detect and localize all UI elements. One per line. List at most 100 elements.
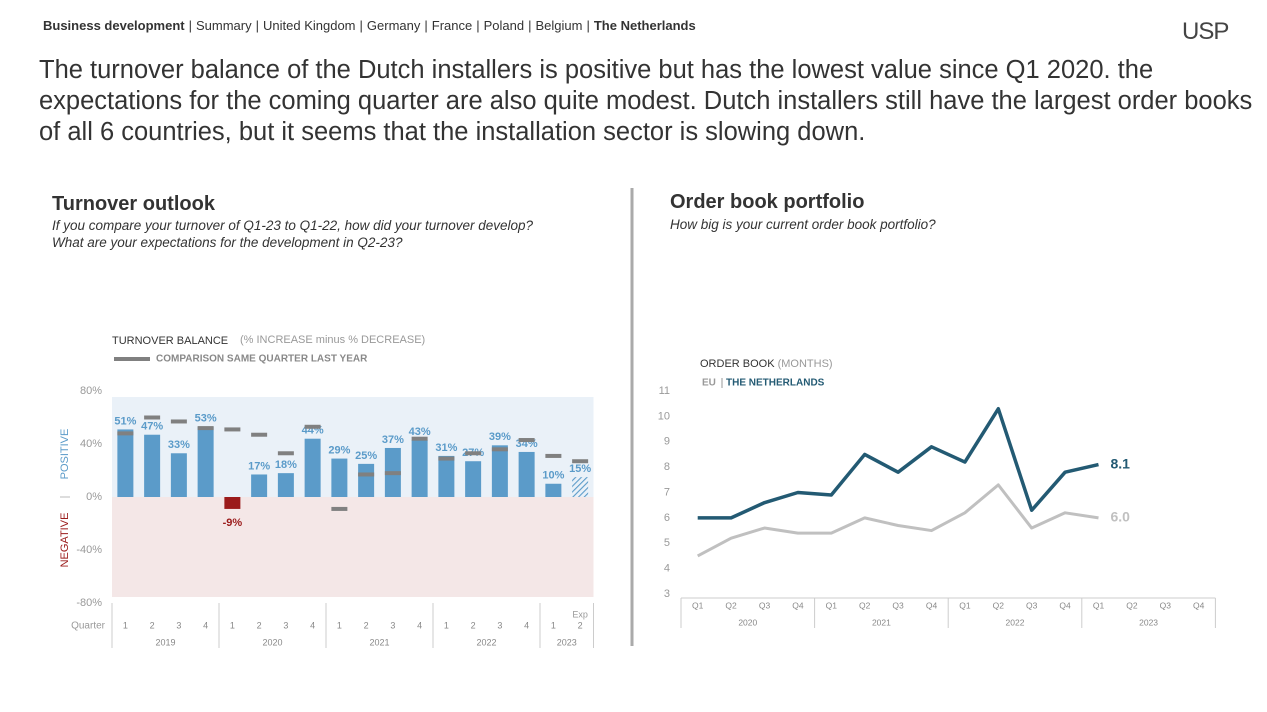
x-tick-label: 2 — [471, 620, 476, 630]
positive-zone — [112, 397, 594, 497]
bar — [491, 445, 508, 497]
separator — [472, 18, 483, 33]
comparison-marker — [251, 432, 268, 437]
legend-label: EU — [702, 378, 716, 389]
subtitle-line: How big is your current order book portf… — [670, 217, 936, 232]
data-label: 15% — [569, 463, 591, 475]
y-tick-label: 8 — [664, 461, 670, 473]
end-label: 8.1 — [1111, 455, 1131, 471]
data-label: 10% — [542, 470, 564, 482]
separator — [252, 18, 263, 33]
bar — [331, 458, 348, 497]
x-tick-label: Q3 — [892, 600, 904, 610]
y-tick-label: 9 — [664, 436, 670, 448]
comparison-marker — [197, 426, 214, 431]
x-tick-label: 1 — [337, 620, 342, 630]
x-tick-label: 1 — [444, 620, 449, 630]
end-label: 6.0 — [1111, 509, 1131, 525]
nav-item[interactable]: France — [431, 18, 473, 33]
y-tick-label: 0% — [86, 491, 102, 503]
year-label: 2021 — [872, 617, 891, 627]
data-label: 33% — [168, 439, 190, 451]
axis-title-note: (MONTHS) — [778, 358, 833, 370]
legend-note: (% INCREASE minus % DECREASE) — [240, 334, 425, 346]
x-tick-label: Q1 — [1093, 600, 1105, 610]
data-label: 43% — [409, 426, 431, 438]
x-tick-label: 4 — [524, 620, 529, 630]
x-tick-label: 1 — [123, 620, 128, 630]
year-label: 2021 — [369, 637, 389, 647]
comparison-marker — [411, 436, 428, 441]
nav-item[interactable]: Germany — [366, 18, 421, 33]
bar — [170, 453, 187, 497]
y-tick-label: 4 — [664, 563, 670, 575]
x-tick-label: Q4 — [1193, 600, 1205, 610]
x-tick-label: 2 — [150, 620, 155, 630]
bar — [358, 463, 375, 497]
comparison-marker — [331, 506, 348, 511]
comparison-marker — [170, 419, 187, 424]
bar — [197, 426, 214, 497]
bar — [465, 461, 482, 497]
bar — [117, 429, 134, 497]
separator — [185, 18, 196, 33]
x-tick-label: 3 — [283, 620, 288, 630]
data-label: 31% — [435, 442, 457, 454]
negative-label: NEGATIVE — [59, 513, 71, 568]
nav-item[interactable]: Business development — [43, 18, 185, 33]
chart-title: Order book portfolio — [670, 191, 865, 213]
x-tick-label: Q2 — [725, 600, 737, 610]
x-tick-label: 3 — [390, 620, 395, 630]
x-tick-label: Q2 — [1126, 600, 1138, 610]
y-tick-label: 40% — [80, 438, 102, 450]
legend-label: TURNOVER BALANCE — [112, 335, 228, 347]
subtitle-line: What are your expectations for the devel… — [52, 235, 403, 250]
year-label: 2020 — [262, 637, 282, 647]
chart-subtitle: How big is your current order book portf… — [670, 216, 936, 233]
nav-item[interactable]: The Netherlands — [593, 18, 696, 33]
x-tick-label: Q1 — [692, 600, 704, 610]
nav-item[interactable]: Poland — [483, 18, 525, 33]
data-label: 39% — [489, 431, 511, 443]
data-label: 53% — [195, 413, 217, 425]
axis-title-main: ORDER BOOK — [700, 358, 775, 370]
x-tick-label: 2 — [257, 620, 262, 630]
bar — [224, 497, 241, 509]
comparison-marker — [465, 451, 482, 456]
y-tick-label: 6 — [664, 512, 670, 524]
x-tick-label: 3 — [176, 620, 181, 630]
year-label: 2019 — [155, 637, 175, 647]
nav-item[interactable]: Belgium — [535, 18, 583, 33]
data-label: 29% — [328, 444, 350, 456]
y-tick-label: 3 — [664, 588, 670, 600]
x-tick-label: Q1 — [959, 600, 971, 610]
y-tick-label: 10 — [658, 410, 670, 422]
y-tick-label: 5 — [664, 537, 670, 549]
x-tick-label: 1 — [551, 620, 556, 630]
comparison-marker — [438, 456, 455, 461]
separator — [582, 18, 593, 33]
comparison-marker — [572, 459, 589, 464]
bar — [251, 474, 268, 497]
x-tick-label: 1 — [230, 620, 235, 630]
x-tick-label: 2 — [364, 620, 369, 630]
line — [696, 483, 1099, 558]
comparison-marker — [144, 415, 161, 420]
separator — [524, 18, 535, 33]
x-axis-label: Quarter — [71, 621, 106, 632]
x-tick-label: Q2 — [859, 600, 871, 610]
nav-item[interactable]: United Kingdom — [263, 18, 356, 33]
comparison-marker — [491, 447, 508, 452]
positive-label: POSITIVE — [59, 429, 71, 480]
year-label: 2022 — [476, 637, 496, 647]
data-label: -9% — [223, 517, 243, 529]
year-label: 2023 — [557, 637, 577, 647]
separator — [356, 18, 367, 33]
x-tick-label: Q4 — [926, 600, 938, 610]
x-tick-label: 4 — [203, 620, 208, 630]
data-label: 25% — [355, 450, 377, 462]
nav-item[interactable]: Summary — [196, 18, 252, 33]
x-tick-label: Q4 — [792, 600, 804, 610]
exp-label: Exp — [572, 609, 588, 619]
